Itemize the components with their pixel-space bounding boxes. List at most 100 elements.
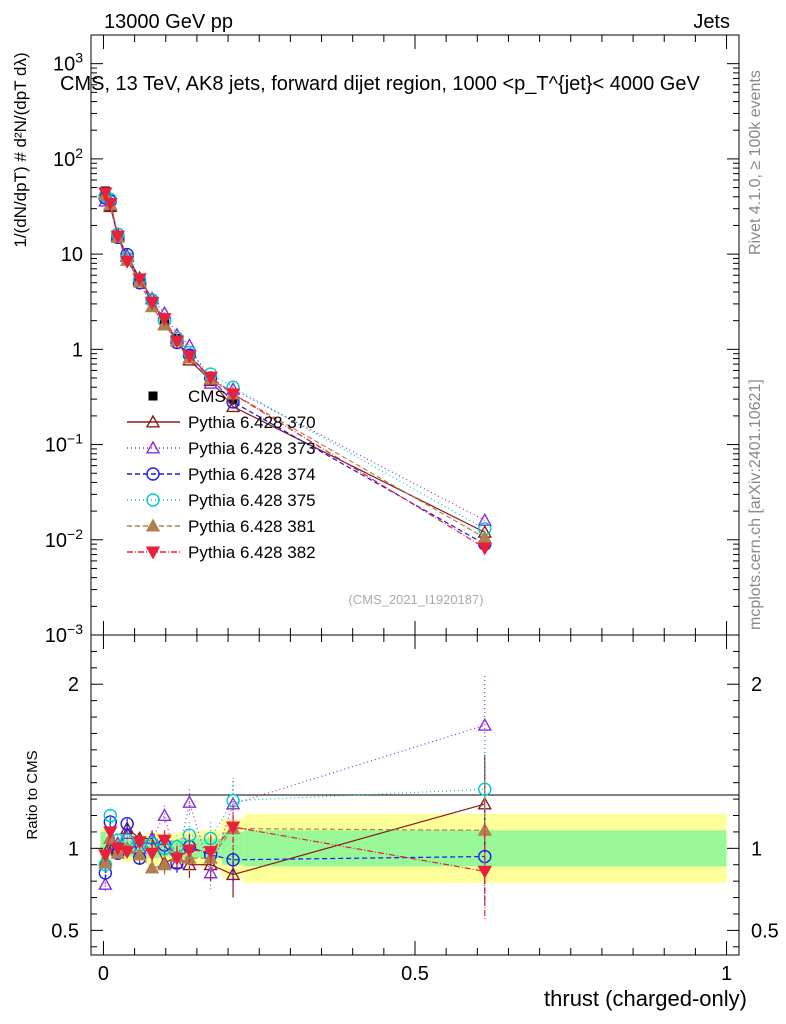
y-tick-label: 10−3 <box>45 621 83 647</box>
data-point <box>110 230 125 244</box>
data-point <box>477 542 492 556</box>
ratio-y-axis-label: Ratio to CMS <box>24 750 41 839</box>
y-tick-label: 10 <box>61 244 83 266</box>
ratio-point <box>144 860 160 874</box>
header-left-label: 13000 GeV pp <box>104 11 233 33</box>
ratio-line <box>104 828 485 869</box>
data-point <box>225 388 241 402</box>
ratio-panel: 0.5 0.5 1 1 2 2 0 0.5 1 <box>51 634 779 985</box>
x-axis-label: thrust (charged-only) <box>544 986 747 1011</box>
ratio-point <box>182 844 197 858</box>
legend-item: Pythia 6.428 375 <box>127 491 316 510</box>
ratio-point <box>98 855 113 869</box>
legend-item: Pythia 6.428 370 <box>127 413 316 432</box>
data-point <box>203 371 218 385</box>
series-pythia-6-428-382 <box>98 187 492 556</box>
data-point <box>182 337 197 351</box>
ratio-y-tick-label: 1 <box>68 838 79 860</box>
data-point <box>132 273 147 287</box>
series-line <box>104 195 486 530</box>
ratio-series-pythia-6-428-382 <box>98 804 492 921</box>
x-tick-label: 0 <box>98 963 109 985</box>
ratio-point <box>132 847 147 861</box>
data-point <box>182 350 197 364</box>
ratio-point <box>119 846 135 860</box>
main-x-ticks <box>102 35 728 635</box>
legend-label: CMS <box>188 387 226 406</box>
data-point <box>119 255 135 269</box>
chart-title: CMS, 13 TeV, AK8 jets, forward dijet reg… <box>60 73 700 95</box>
y-tick-label: 10−1 <box>45 431 83 457</box>
main-series <box>98 186 492 556</box>
ratio-point <box>144 847 160 861</box>
legend-label: Pythia 6.428 370 <box>188 413 316 432</box>
ratio-point <box>182 794 197 808</box>
legend-label: Pythia 6.428 373 <box>188 439 316 458</box>
uncertainty-band-inner <box>100 831 107 865</box>
legend-marker <box>145 518 161 532</box>
data-point <box>103 198 118 211</box>
legend-marker <box>145 414 161 428</box>
ratio-point <box>203 846 218 860</box>
series-pythia-6-428-381 <box>98 187 492 544</box>
side-rivet-label: Rivet 4.1.0, ≥ 100k events <box>747 70 764 255</box>
legend-marker <box>145 546 161 560</box>
ratio-point <box>169 852 185 866</box>
series-pythia-6-428-370 <box>98 186 492 538</box>
ratio-point <box>225 821 241 835</box>
legend-item: Pythia 6.428 382 <box>127 543 316 562</box>
x-tick-label: 0.5 <box>401 963 429 985</box>
y-tick-label: 102 <box>53 145 83 171</box>
ratio-y-tick-label-right: 0.5 <box>751 920 779 942</box>
ratio-x-axis: 0 0.5 1 <box>98 635 732 985</box>
legend-marker <box>148 391 158 401</box>
ratio-point <box>98 849 113 863</box>
main-y-axis: 10−3 10−2 10−1 1 10 102 103 <box>45 34 739 647</box>
y-tick-label: 103 <box>53 50 83 76</box>
side-mcplots-label: mcplots.cern.ch [arXiv:2401.10621] <box>747 379 764 630</box>
watermark-label: (CMS_2021_I1920187) <box>348 592 483 607</box>
data-point <box>144 297 160 310</box>
ratio-point <box>103 808 118 823</box>
ratio-y-tick-label: 2 <box>68 674 79 696</box>
legend-label: Pythia 6.428 374 <box>188 465 316 484</box>
ratio-point <box>203 865 218 879</box>
data-point <box>157 313 172 327</box>
ratio-point <box>477 717 492 731</box>
ratio-point <box>157 808 172 822</box>
series-line <box>104 194 486 539</box>
ratio-point <box>103 826 118 840</box>
ratio-y-tick-label: 0.5 <box>51 920 79 942</box>
data-point <box>169 335 185 349</box>
ratio-series <box>98 676 492 921</box>
legend-item: CMS <box>148 387 226 406</box>
series-pythia-6-428-375 <box>98 189 492 536</box>
legend: CMS Pythia 6.428 370 Pythia 6.428 373 Pythi… <box>127 387 316 562</box>
legend-label: Pythia 6.428 381 <box>188 517 316 536</box>
data-point <box>477 512 492 526</box>
legend-marker <box>146 467 160 481</box>
ratio-y-axis: 0.5 0.5 1 1 2 2 <box>51 650 779 948</box>
ratio-y-tick-label-right: 2 <box>751 674 762 696</box>
ratio-y-tick-label-right: 1 <box>751 838 762 860</box>
ratio-point <box>132 836 147 850</box>
ratio-point <box>157 857 172 871</box>
main-y-axis-label: 1/(dN/dpT) # d²N/(dpT dλ) <box>11 52 30 247</box>
ratio-point <box>477 865 492 879</box>
header-right-label: Jets <box>693 11 730 33</box>
main-panel: 10−3 10−2 10−1 1 10 102 103 <box>45 34 740 647</box>
ratio-point <box>120 817 134 831</box>
y-tick-label: 1 <box>72 339 83 361</box>
series-line <box>104 192 486 549</box>
ratio-point <box>226 853 240 867</box>
legend-item: Pythia 6.428 381 <box>127 517 316 536</box>
ratio-point <box>157 834 172 848</box>
data-point <box>98 187 113 201</box>
legend-label: Pythia 6.428 375 <box>188 491 316 510</box>
legend-item: Pythia 6.428 374 <box>127 465 316 484</box>
legend-marker <box>145 440 161 454</box>
legend-label: Pythia 6.428 382 <box>188 543 316 562</box>
y-tick-label: 10−2 <box>45 526 83 552</box>
data-point <box>225 399 241 413</box>
